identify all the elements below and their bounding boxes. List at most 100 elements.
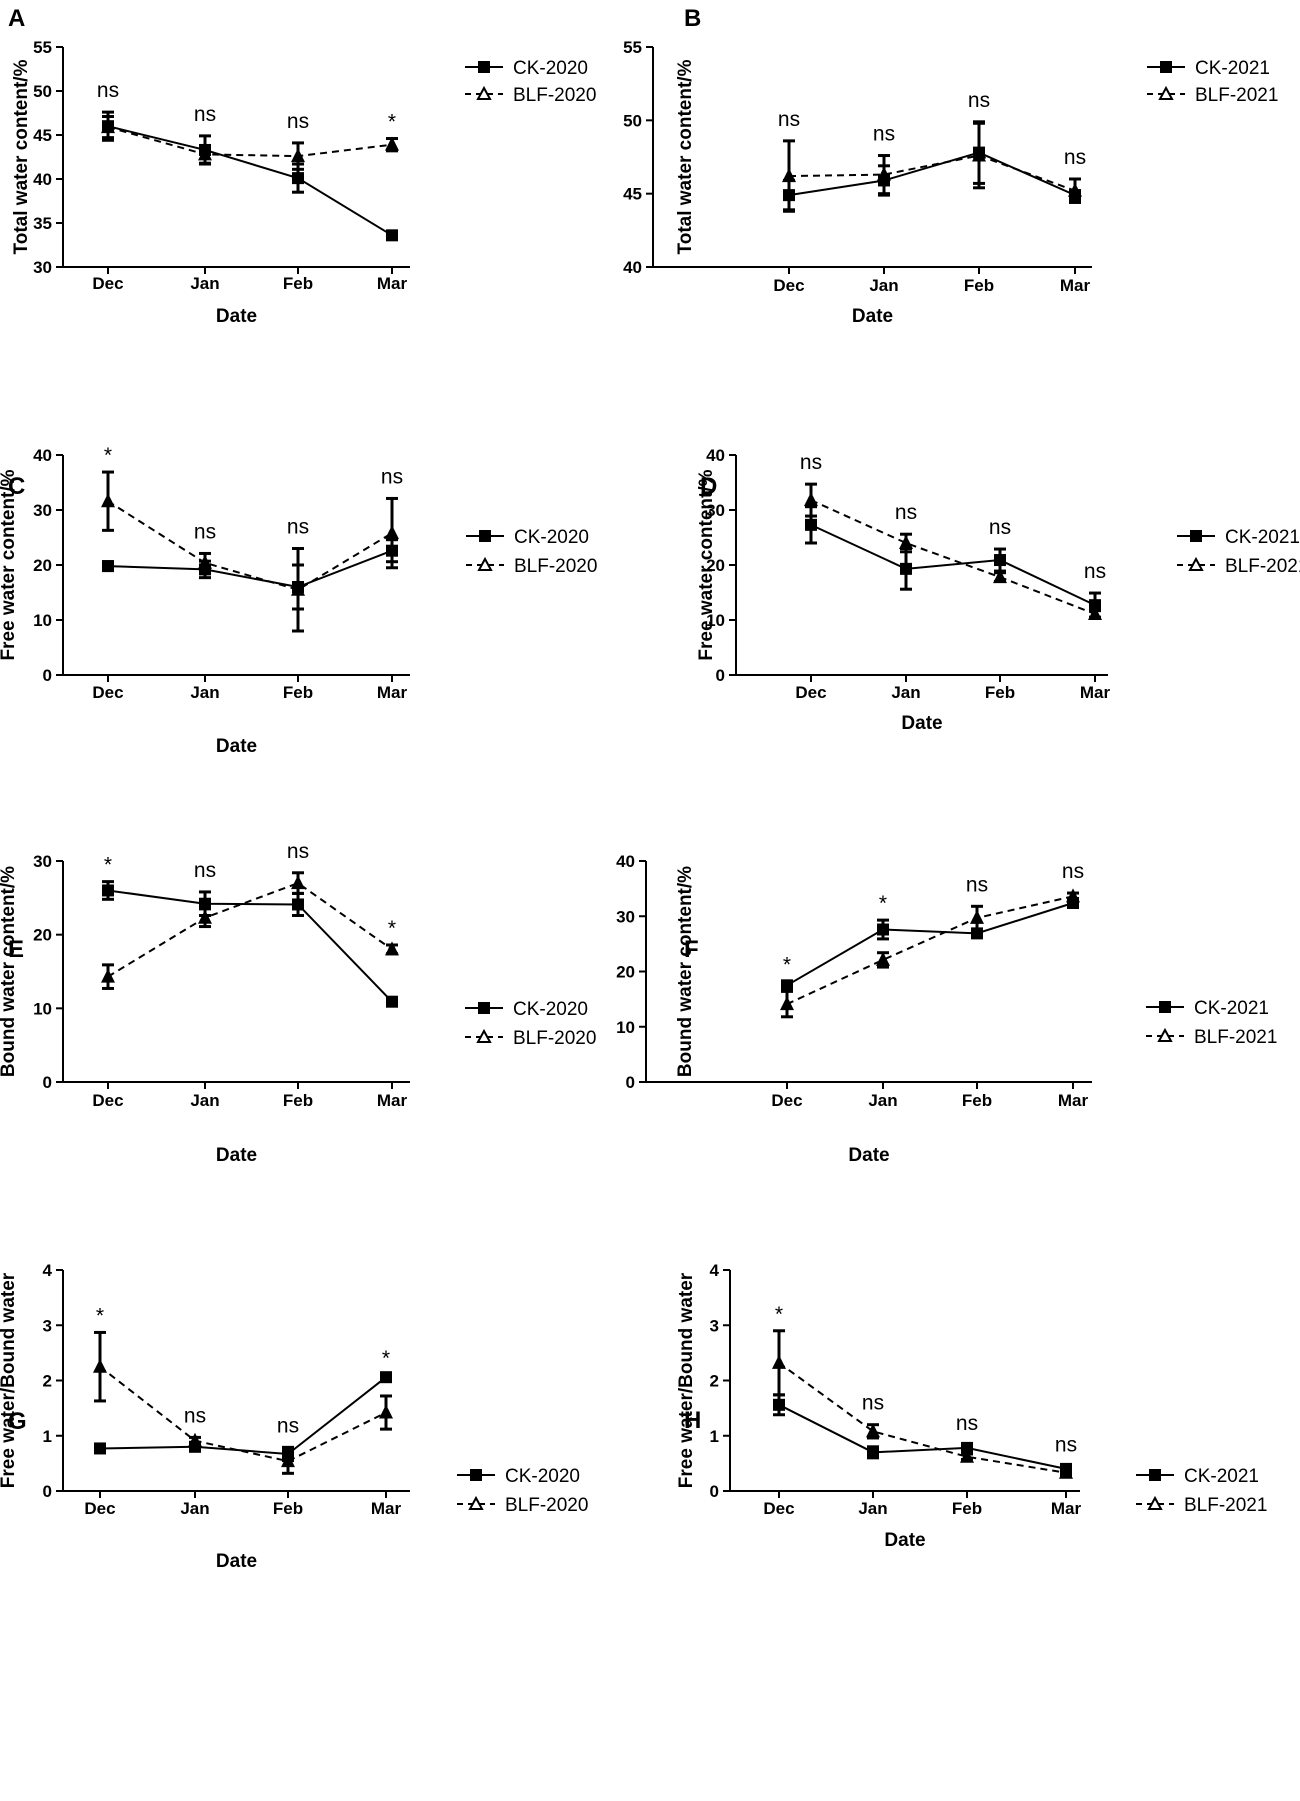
y-tick-label: 3 [710, 1316, 719, 1335]
data-point-triangle [291, 875, 305, 890]
x-axis-title: Date [216, 306, 257, 327]
significance-star: * [382, 1347, 390, 1370]
data-point-triangle [876, 951, 890, 966]
series-line-ck-2021 [778, 1403, 1067, 1470]
y-axis-title: Bound water content/% [0, 866, 19, 1077]
legend-label: CK-2020 [505, 1466, 580, 1487]
data-point-triangle [379, 1404, 393, 1419]
data-point-square [877, 923, 889, 936]
y-axis-title: Total water content/% [11, 59, 32, 254]
significance-ns: ns [194, 103, 216, 126]
y-tick-label: 10 [706, 611, 725, 630]
y-tick-label: 30 [33, 258, 52, 277]
significance-star: * [96, 1304, 104, 1327]
y-tick-label: 20 [706, 556, 725, 575]
x-tick-label: Mar [377, 683, 408, 702]
significance-star: * [879, 892, 887, 915]
significance-ns: ns [989, 516, 1011, 539]
legend-label: BLF-2021 [1225, 556, 1300, 577]
x-tick-label: Jan [858, 1499, 887, 1518]
y-tick-label: 1 [710, 1427, 719, 1446]
y-tick-label: 0 [43, 1482, 52, 1501]
data-point-square [102, 884, 114, 897]
significance-star: * [775, 1303, 783, 1326]
legend: CK-2021 BLF-2021 [1136, 1466, 1267, 1516]
data-point-triangle [385, 941, 399, 956]
x-axis-title: Date [901, 713, 942, 734]
data-point-triangle [972, 147, 986, 162]
y-tick-label: 4 [43, 1261, 53, 1280]
y-tick-label: 4 [710, 1261, 720, 1280]
y-tick-label: 10 [33, 999, 52, 1018]
y-tick-label: 0 [716, 666, 725, 685]
legend: CK-2021 BLF-2021 [1147, 58, 1278, 106]
data-point-square [900, 562, 912, 575]
y-tick-label: 30 [33, 501, 52, 520]
legend: CK-2021 BLF-2021 [1146, 998, 1277, 1048]
x-tick-label: Jan [891, 683, 920, 702]
legend: CK-2020 BLF-2020 [466, 527, 597, 577]
panel-label: D [700, 473, 717, 500]
panel-label: A [8, 5, 25, 32]
legend-marker-triangle [476, 85, 492, 100]
panel-label: F [684, 936, 699, 963]
x-tick-label: Jan [190, 274, 219, 293]
data-point-triangle [782, 168, 796, 183]
data-point-triangle [101, 493, 115, 508]
x-axis-title: Date [216, 1551, 257, 1572]
y-tick-label: 0 [43, 1073, 52, 1092]
x-tick-label: Feb [273, 1499, 303, 1518]
significance-ns: ns [895, 501, 917, 524]
panel-label: C [8, 473, 25, 500]
significance-star: * [104, 444, 112, 467]
y-axis-title: Free water/Bound water [0, 1272, 19, 1488]
x-tick-label: Jan [868, 1091, 897, 1110]
significance-star: * [388, 111, 396, 134]
y-tick-label: 0 [626, 1073, 635, 1092]
legend-label: CK-2021 [1194, 998, 1269, 1019]
x-axis-title: Date [884, 1530, 925, 1551]
data-point-square [961, 1441, 973, 1454]
significance-ns: ns [287, 840, 309, 863]
y-tick-label: 30 [616, 907, 635, 926]
legend-marker-square [1190, 530, 1202, 542]
y-tick-label: 40 [616, 852, 635, 871]
x-tick-label: Dec [92, 274, 123, 293]
legend: CK-2020 BLF-2020 [457, 1466, 588, 1516]
significance-ns: ns [184, 1404, 206, 1427]
data-point-triangle [1059, 1464, 1073, 1479]
series-line-blf-2020 [107, 126, 393, 158]
series-line-blf-2020 [107, 500, 393, 591]
significance-ns: ns [1064, 146, 1086, 169]
data-point-triangle [93, 1358, 107, 1373]
data-point-square [867, 1446, 879, 1459]
series-line-ck-2020 [99, 1376, 387, 1456]
x-tick-label: Feb [283, 1091, 313, 1110]
x-tick-label: Feb [283, 274, 313, 293]
y-tick-label: 40 [33, 170, 52, 189]
data-point-square [102, 560, 114, 573]
panel-f: F 0 10 20 30 40 Dec Jan Feb Mar Date Bound water co… [616, 852, 1277, 1166]
y-tick-label: 2 [43, 1372, 52, 1391]
y-tick-label: 50 [623, 111, 642, 130]
data-point-square [386, 995, 398, 1008]
x-tick-label: Jan [190, 683, 219, 702]
data-point-triangle [1068, 182, 1082, 197]
panel-b: B 40 45 50 55 Dec Jan Feb Mar Date Total water con… [623, 5, 1278, 327]
legend-label: BLF-2020 [505, 1495, 588, 1516]
series-line-blf-2021 [810, 499, 1096, 615]
x-tick-label: Jan [190, 1091, 219, 1110]
y-tick-label: 2 [710, 1372, 719, 1391]
y-tick-label: 40 [33, 446, 52, 465]
x-tick-label: Mar [377, 1091, 408, 1110]
data-point-triangle [291, 581, 305, 596]
legend-marker-square [470, 1469, 482, 1481]
significance-ns: ns [97, 79, 119, 102]
panel-d: D 0 10 20 30 40 Dec Jan Feb Mar Date Free water con… [696, 446, 1300, 734]
x-tick-label: Mar [1060, 276, 1091, 295]
y-tick-label: 0 [43, 666, 52, 685]
y-tick-label: 35 [33, 214, 52, 233]
data-point-triangle [804, 492, 818, 507]
significance-ns: ns [966, 873, 988, 896]
